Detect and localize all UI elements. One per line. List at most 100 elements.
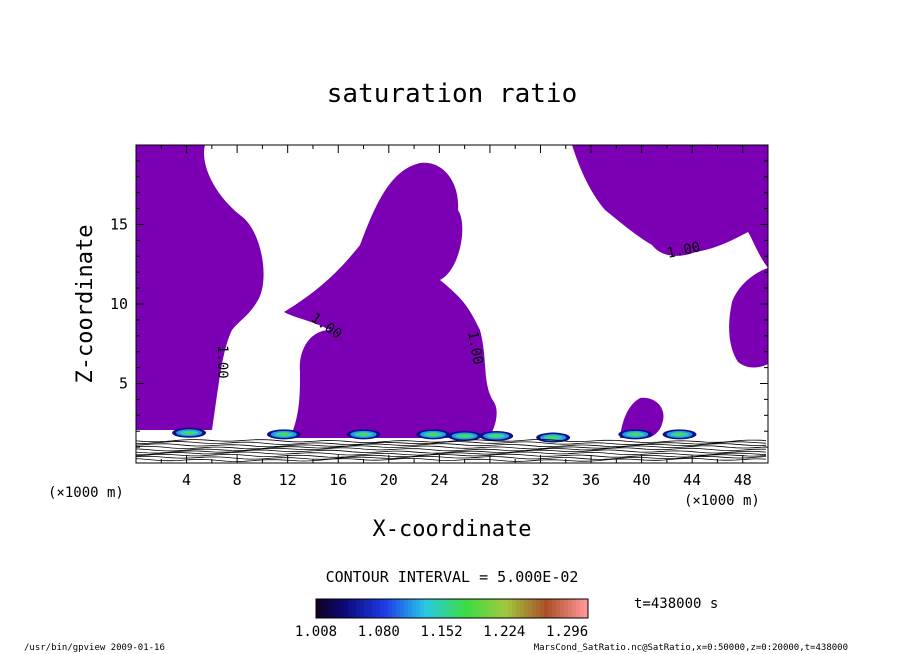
colorbar-cell bbox=[564, 599, 569, 618]
y-axis-tick-labels: 5 10 15 bbox=[110, 216, 128, 393]
colorbar-cell bbox=[364, 599, 369, 618]
contour-line bbox=[136, 451, 767, 456]
colorbar-cell bbox=[404, 599, 409, 618]
contour-interval-text: CONTOUR INTERVAL = 5.000E-02 bbox=[326, 568, 579, 586]
colorbar-cell bbox=[392, 599, 397, 618]
x-tick-label: 40 bbox=[633, 471, 651, 489]
colorbar-cell bbox=[452, 599, 457, 618]
saturated-region-right-edge bbox=[729, 268, 768, 368]
x-axis-ticks bbox=[160, 145, 744, 463]
colorbar-cell bbox=[516, 599, 521, 618]
x-tick-label: 16 bbox=[329, 471, 347, 489]
colorbar-cell bbox=[572, 599, 577, 618]
saturated-region-upper-right bbox=[572, 145, 768, 268]
colorbar-cell bbox=[460, 599, 465, 618]
supersaturated-blobs bbox=[172, 427, 697, 443]
colorbar-cell bbox=[508, 599, 513, 618]
y-axis-ticks bbox=[136, 160, 768, 448]
saturated-region-left bbox=[136, 145, 264, 430]
contour-label-1: 1.00 bbox=[214, 345, 230, 379]
blob-core bbox=[674, 433, 685, 436]
colorbar-cell bbox=[560, 599, 565, 618]
contour-line bbox=[136, 447, 766, 452]
y-axis-unit: (×1000 m) bbox=[48, 485, 124, 501]
colorbar-cell bbox=[412, 599, 417, 618]
saturated-region-small-mound bbox=[620, 397, 664, 438]
colorbar-cell bbox=[548, 599, 553, 618]
colorbar-cell bbox=[488, 599, 493, 618]
colorbar-cell bbox=[476, 599, 481, 618]
colorbar-cell bbox=[584, 599, 589, 618]
colorbar-cell bbox=[352, 599, 357, 618]
colorbar-cell bbox=[320, 599, 325, 618]
colorbar-cell bbox=[424, 599, 429, 618]
colorbar bbox=[316, 599, 589, 618]
colorbar-cell bbox=[484, 599, 489, 618]
blob-core bbox=[428, 433, 439, 436]
blob-core bbox=[278, 433, 289, 436]
colorbar-cell bbox=[528, 599, 533, 618]
y-tick-label: 10 bbox=[110, 295, 128, 313]
blob-core bbox=[548, 436, 559, 439]
colorbar-tick-label: 1.152 bbox=[420, 624, 462, 640]
saturated-region-center bbox=[284, 162, 497, 438]
colorbar-cell bbox=[540, 599, 545, 618]
colorbar-cell bbox=[348, 599, 353, 618]
x-axis-label: X-coordinate bbox=[373, 517, 532, 542]
colorbar-tick-label: 1.080 bbox=[358, 624, 400, 640]
x-tick-label: 28 bbox=[481, 471, 499, 489]
colorbar-cell bbox=[456, 599, 461, 618]
footer-left: /usr/bin/gpview 2009-01-16 bbox=[24, 643, 165, 653]
colorbar-cell bbox=[368, 599, 373, 618]
contour-label-4: 1.00 bbox=[666, 239, 702, 262]
colorbar-tick-label: 1.224 bbox=[483, 624, 525, 640]
x-tick-label: 36 bbox=[582, 471, 600, 489]
contour-line bbox=[136, 445, 767, 450]
contour-line bbox=[136, 457, 767, 462]
colorbar-cell bbox=[436, 599, 441, 618]
footer-right: MarsCond_SatRatio.nc@SatRatio,x=0:50000,… bbox=[534, 643, 848, 653]
colorbar-cell bbox=[504, 599, 509, 618]
colorbar-cell bbox=[396, 599, 401, 618]
colorbar-cell bbox=[332, 599, 337, 618]
colorbar-cell bbox=[388, 599, 393, 618]
colorbar-cell bbox=[532, 599, 537, 618]
colorbar-cell bbox=[568, 599, 573, 618]
colorbar-cell bbox=[440, 599, 445, 618]
colorbar-cell bbox=[336, 599, 341, 618]
colorbar-cell bbox=[360, 599, 365, 618]
colorbar-cell bbox=[384, 599, 389, 618]
x-tick-label: 48 bbox=[734, 471, 752, 489]
colorbar-cell bbox=[356, 599, 361, 618]
contour-line bbox=[136, 441, 767, 446]
colorbar-cell bbox=[492, 599, 497, 618]
chart-title: saturation ratio bbox=[327, 79, 577, 109]
colorbar-cell bbox=[340, 599, 345, 618]
colorbar-cell bbox=[468, 599, 473, 618]
contour-line bbox=[136, 455, 767, 460]
y-tick-label: 15 bbox=[110, 216, 128, 234]
contour-line bbox=[136, 449, 767, 454]
colorbar-cell bbox=[480, 599, 485, 618]
colorbar-cell bbox=[420, 599, 425, 618]
colorbar-cell bbox=[380, 599, 385, 618]
colorbar-cell bbox=[580, 599, 585, 618]
blob-core bbox=[358, 433, 369, 436]
x-tick-label: 4 bbox=[182, 471, 191, 489]
colorbar-cell bbox=[472, 599, 477, 618]
colorbar-cell bbox=[324, 599, 329, 618]
colorbar-tick-labels: 1.008 1.080 1.152 1.224 1.296 bbox=[295, 624, 588, 640]
colorbar-cell bbox=[536, 599, 541, 618]
time-label: t=438000 s bbox=[634, 596, 718, 612]
colorbar-cell bbox=[520, 599, 525, 618]
contour-label-3: 1.00 bbox=[464, 330, 486, 366]
surface-contour-lines bbox=[136, 439, 767, 462]
colorbar-cell bbox=[400, 599, 405, 618]
blob-core bbox=[491, 434, 502, 438]
colorbar-cell bbox=[576, 599, 581, 618]
contour-line bbox=[136, 443, 767, 448]
colorbar-cell bbox=[428, 599, 433, 618]
x-axis-unit: (×1000 m) bbox=[684, 493, 760, 509]
colorbar-cell bbox=[372, 599, 377, 618]
colorbar-cell bbox=[328, 599, 333, 618]
